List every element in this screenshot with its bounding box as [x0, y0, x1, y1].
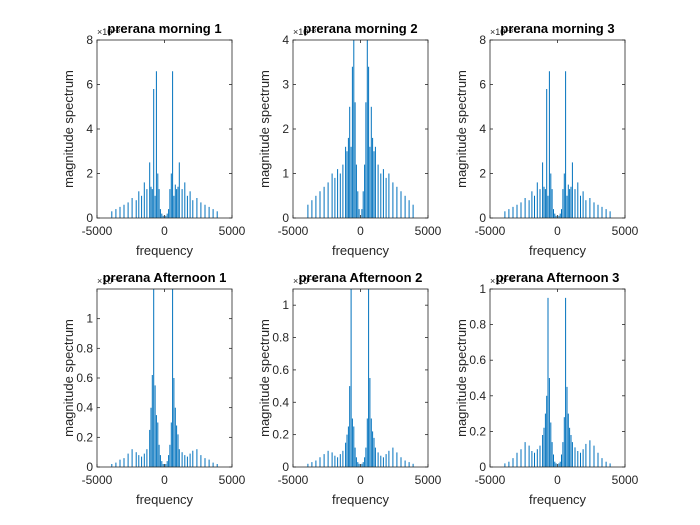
x-tick-label: 5000: [415, 224, 442, 238]
x-axis-label: frequency: [136, 243, 194, 258]
y-tick-label: 2: [479, 167, 486, 181]
x-axis-label: frequency: [136, 492, 194, 507]
y-tick-label: 0.4: [272, 395, 289, 409]
x-axis-label: frequency: [529, 243, 587, 258]
y-tick-label: 0.6: [272, 363, 289, 377]
y-tick-label: 0.6: [76, 371, 93, 385]
y-tick-label: 4: [479, 122, 486, 136]
y-tick-label: 0.8: [469, 318, 486, 332]
y-axis-label: magnitude spectrum: [257, 319, 272, 437]
axes-box: [292, 39, 429, 219]
y-tick-label: 8: [86, 33, 93, 47]
y-tick-label: 6: [86, 78, 93, 92]
x-axis-label: frequency: [529, 492, 587, 507]
y-tick-label: 3: [282, 78, 289, 92]
y-tick-label: 0.4: [469, 389, 486, 403]
y-tick-label: 1: [86, 312, 93, 326]
y-tick-label: 6: [479, 78, 486, 92]
y-tick-label: 0: [86, 211, 93, 225]
y-exponent-label: ×10⁻³: [490, 27, 513, 37]
x-tick-label: 5000: [612, 224, 639, 238]
y-tick-label: 0: [479, 211, 486, 225]
y-tick-label: 2: [282, 122, 289, 136]
x-tick-label: 0: [554, 224, 561, 238]
y-tick-label: 0: [282, 211, 289, 225]
y-tick-label: 0: [86, 460, 93, 474]
x-tick-label: 0: [161, 224, 168, 238]
x-tick-label: -5000: [475, 473, 506, 487]
x-tick-label: 0: [554, 473, 561, 487]
x-tick-label: -5000: [475, 224, 506, 238]
y-axis-label: magnitude spectrum: [454, 319, 469, 437]
y-tick-label: 0: [479, 460, 486, 474]
y-tick-label: 0.2: [272, 428, 289, 442]
subplot-title: prerana morning 1: [107, 21, 221, 36]
y-exponent-label: ×10⁻³: [97, 276, 120, 286]
y-tick-label: 4: [282, 33, 289, 47]
y-tick-label: 8: [479, 33, 486, 47]
y-exponent-label: ×10⁻³: [293, 27, 316, 37]
x-tick-label: -5000: [278, 224, 309, 238]
axes-box: [96, 39, 233, 219]
y-tick-label: 0.8: [272, 331, 289, 345]
y-axis-label: magnitude spectrum: [454, 70, 469, 188]
x-tick-label: 5000: [219, 224, 246, 238]
y-tick-label: 0.6: [469, 353, 486, 367]
y-axis-label: magnitude spectrum: [61, 70, 76, 188]
x-axis-label: frequency: [332, 243, 390, 258]
x-tick-label: 5000: [612, 473, 639, 487]
y-tick-label: 0.8: [76, 341, 93, 355]
y-tick-label: 0.2: [469, 424, 486, 438]
y-tick-label: 0.4: [76, 401, 93, 415]
y-tick-label: 0.2: [76, 430, 93, 444]
axes-box: [489, 39, 626, 219]
x-tick-label: 0: [357, 473, 364, 487]
y-exponent-label: ×10⁻³: [97, 27, 120, 37]
axes-box: [292, 288, 429, 468]
y-exponent-label: ×10⁻³: [293, 276, 316, 286]
y-axis-label: magnitude spectrum: [257, 70, 272, 188]
subplot-title: prerana Afternoon 3: [496, 270, 620, 285]
x-axis-label: frequency: [332, 492, 390, 507]
y-tick-label: 1: [282, 167, 289, 181]
subplot-title: prerana morning 2: [303, 21, 417, 36]
axes-box: [96, 288, 233, 468]
y-exponent-label: ×10⁻³: [490, 276, 513, 286]
x-tick-label: 5000: [219, 473, 246, 487]
subplot-title: prerana morning 3: [500, 21, 614, 36]
y-axis-label: magnitude spectrum: [61, 319, 76, 437]
y-tick-label: 4: [86, 122, 93, 136]
y-tick-label: 1: [479, 282, 486, 296]
subplot-title: prerana Afternoon 2: [299, 270, 423, 285]
x-tick-label: 5000: [415, 473, 442, 487]
x-tick-label: -5000: [82, 473, 113, 487]
y-tick-label: 2: [86, 167, 93, 181]
y-tick-label: 0: [282, 460, 289, 474]
x-tick-label: -5000: [82, 224, 113, 238]
x-tick-label: 0: [357, 224, 364, 238]
x-tick-label: -5000: [278, 473, 309, 487]
axes-box: [489, 288, 626, 468]
y-tick-label: 1: [282, 298, 289, 312]
x-tick-label: 0: [161, 473, 168, 487]
subplot-title: prerana Afternoon 1: [103, 270, 227, 285]
